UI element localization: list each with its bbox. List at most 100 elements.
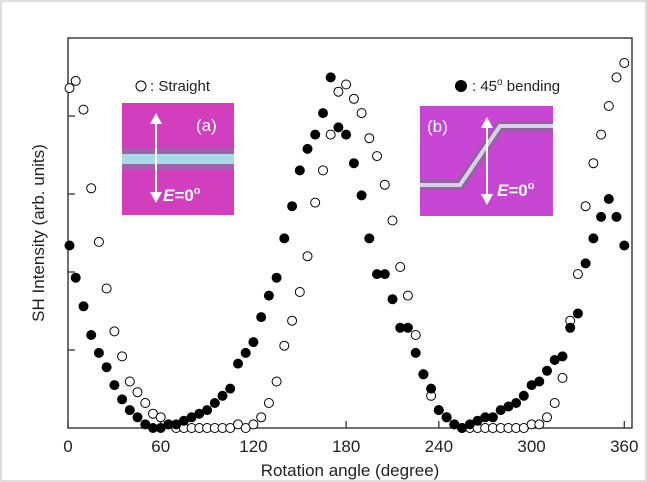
bending-data-point [294, 165, 305, 176]
straight-data-point [302, 251, 313, 262]
straight-data-point [356, 108, 367, 119]
straight-data-point [557, 372, 568, 383]
bending-data-point [603, 194, 614, 204]
y-axis-label: SH Intensity (arb. units) [29, 144, 48, 322]
bending-data-point [487, 412, 498, 423]
bending-data-point [202, 405, 213, 416]
bending-data-point [302, 143, 313, 154]
bending-data-point [78, 301, 89, 312]
x-axis-ticks: 0 60 120 180 240 300 360 [63, 421, 638, 456]
legend-bending-suffix: bending [503, 78, 561, 95]
straight-data-point [580, 201, 591, 212]
bending-data-point [287, 201, 298, 212]
bending-data-point [433, 405, 444, 416]
inset-a-label: (a) [196, 116, 217, 135]
straight-data-point [387, 215, 398, 226]
bending-data-point [333, 122, 344, 133]
bending-data-point [395, 322, 406, 333]
straight-data-point [348, 93, 359, 104]
polarization-arrow-b-head-down [481, 194, 493, 205]
bending-data-point [534, 376, 545, 387]
polarization-arrow-b [481, 117, 493, 205]
field-symbol-b: E [497, 181, 509, 200]
legend-bending-degree: o [497, 77, 503, 88]
straight-data-point [256, 412, 267, 423]
x-tick-label: 0 [63, 437, 72, 456]
bending-data-point [132, 412, 143, 423]
bending-data-point [588, 233, 599, 244]
bending-data-point [572, 308, 583, 319]
bending-data-point [402, 322, 413, 333]
bending-data-point [256, 312, 267, 323]
bending-data-point [410, 347, 421, 358]
bending-data-point [325, 72, 336, 83]
straight-data-point [132, 387, 143, 398]
straight-data-point [117, 351, 128, 362]
bending-data-point [441, 412, 452, 423]
bending-data-point [364, 233, 375, 244]
straight-data-point [86, 183, 97, 194]
legend: : Straight : 45o bending [135, 77, 561, 95]
bending-data-point [140, 419, 151, 430]
legend-label-straight: : Straight [150, 78, 211, 95]
straight-data-point [101, 283, 112, 294]
bending-data-point [457, 423, 467, 433]
straight-data-point [70, 75, 81, 86]
legend-bending-text: : 45 [472, 78, 497, 95]
straight-data-point [549, 398, 560, 408]
bending-data-point [480, 412, 491, 423]
straight-data-point [379, 179, 390, 190]
bending-data-point [318, 108, 328, 119]
inset-b-label: (b) [427, 117, 448, 136]
x-axis-label: Rotation angle (degree) [261, 461, 440, 480]
bending-data-point [124, 405, 135, 416]
bending-data-point [511, 398, 522, 408]
straight-data-point [402, 290, 413, 301]
polarization-arrow-a-head-down [150, 192, 162, 203]
series-bending [64, 72, 630, 433]
inset-a-waveguide-core [122, 154, 234, 164]
bending-data-point [449, 419, 460, 430]
straight-data-point [603, 101, 614, 111]
straight-data-point [78, 104, 89, 115]
inset-b-waveguide-core [420, 124, 553, 187]
bending-data-point [472, 415, 483, 426]
field-degree-b: o [528, 180, 535, 192]
polarization-arrow-b-head-up [481, 117, 493, 128]
straight-data-point [263, 398, 274, 408]
bending-data-point [379, 269, 390, 280]
straight-data-point [596, 129, 607, 140]
bending-data-point [194, 408, 205, 419]
bending-data-point [178, 415, 189, 426]
bending-data-point [225, 383, 236, 394]
straight-data-point [93, 236, 104, 247]
polarization-arrow-a-head-up [150, 113, 162, 124]
x-tick-label: 180 [332, 437, 360, 456]
straight-data-point [372, 151, 382, 162]
inset-b: (b) E=0o [420, 106, 553, 216]
straight-data-point [287, 315, 298, 326]
inset-a: (a) E=0o [122, 103, 234, 215]
bending-data-point [549, 355, 560, 365]
straight-data-point [588, 158, 599, 169]
straight-data-point [611, 72, 622, 83]
polarization-arrow-a [150, 113, 162, 203]
straight-data-point [279, 340, 290, 351]
bending-data-point [619, 240, 630, 251]
bending-data-point [611, 211, 622, 222]
bending-data-point [542, 365, 552, 376]
bending-data-point [372, 269, 382, 280]
bending-data-point [217, 390, 228, 401]
straight-data-point [333, 86, 344, 97]
bending-data-point [263, 290, 274, 301]
bending-data-point [271, 272, 282, 283]
straight-data-point [410, 330, 421, 340]
x-tick-label: 60 [151, 437, 170, 456]
bending-data-point [580, 258, 591, 269]
legend-marker-straight [135, 80, 147, 92]
bending-data-point [240, 347, 251, 358]
bending-data-point [596, 211, 607, 222]
straight-data-point [64, 83, 75, 94]
